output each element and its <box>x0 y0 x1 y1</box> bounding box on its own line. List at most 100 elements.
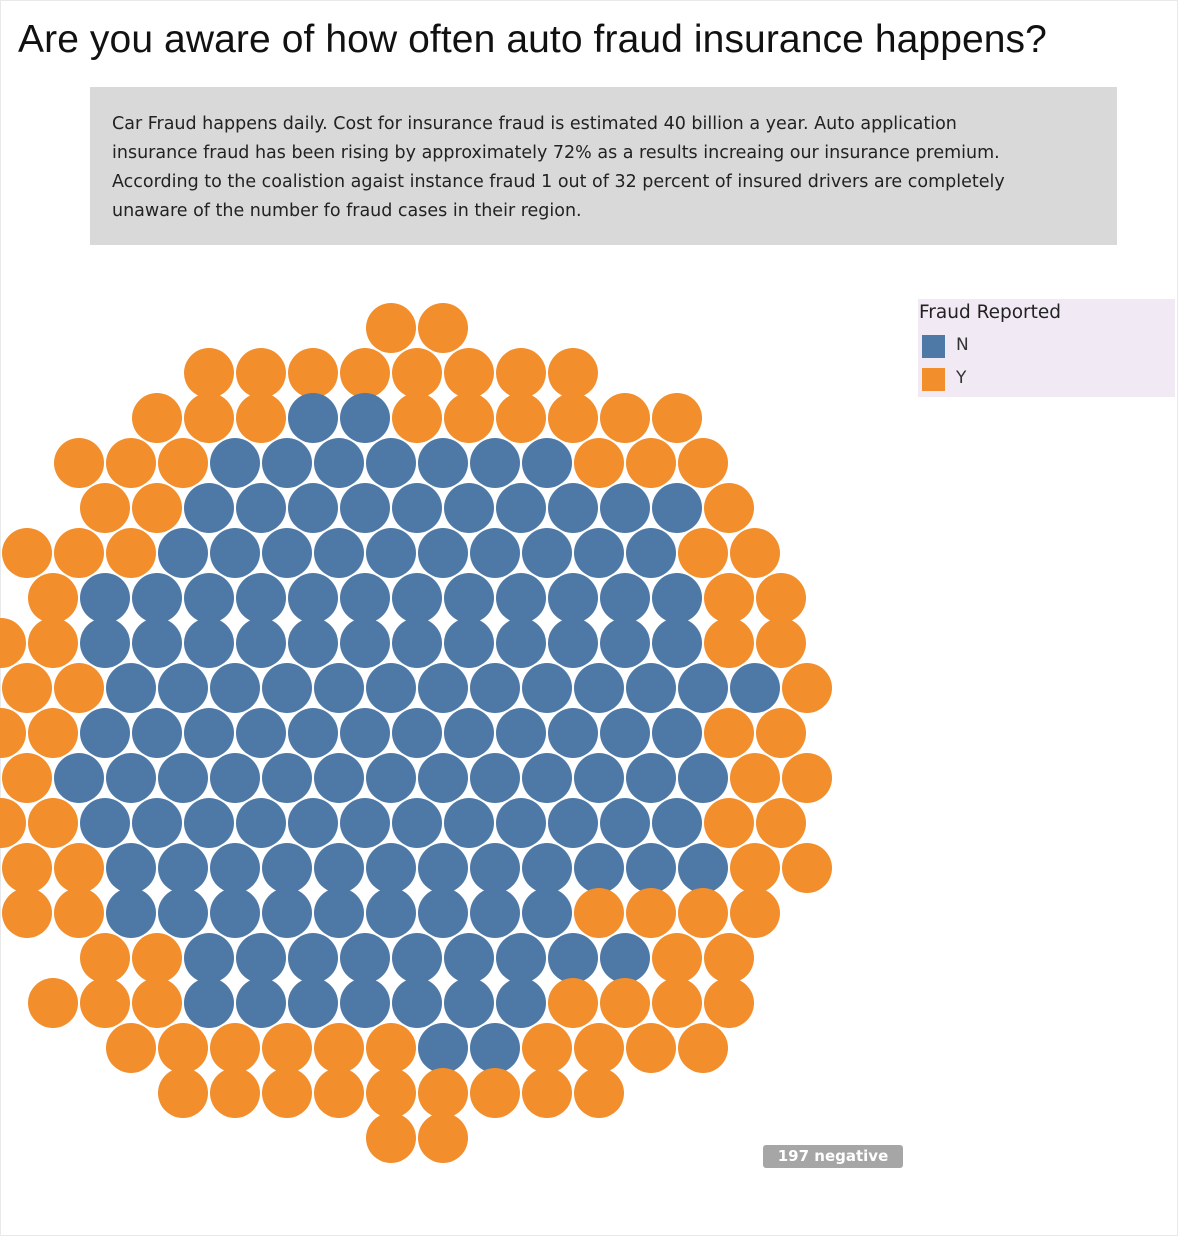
bubble-y[interactable] <box>704 573 754 623</box>
bubble-y[interactable] <box>28 618 78 668</box>
bubble-n[interactable] <box>132 618 182 668</box>
bubble-n[interactable] <box>392 618 442 668</box>
bubble-y[interactable] <box>704 798 754 848</box>
bubble-n[interactable] <box>470 753 520 803</box>
bubble-n[interactable] <box>262 888 312 938</box>
bubble-n[interactable] <box>548 618 598 668</box>
bubble-n[interactable] <box>366 663 416 713</box>
bubble-n[interactable] <box>210 528 260 578</box>
bubble-n[interactable] <box>184 933 234 983</box>
bubble-y[interactable] <box>54 663 104 713</box>
bubble-y[interactable] <box>600 978 650 1028</box>
bubble-n[interactable] <box>522 753 572 803</box>
bubble-y[interactable] <box>418 303 468 353</box>
bubble-y[interactable] <box>28 708 78 758</box>
bubble-y[interactable] <box>340 348 390 398</box>
bubble-y[interactable] <box>756 573 806 623</box>
bubble-n[interactable] <box>600 933 650 983</box>
bubble-y[interactable] <box>574 888 624 938</box>
bubble-y[interactable] <box>366 1068 416 1118</box>
bubble-y[interactable] <box>262 1068 312 1118</box>
bubble-n[interactable] <box>288 573 338 623</box>
bubble-y[interactable] <box>54 528 104 578</box>
bubble-y[interactable] <box>132 933 182 983</box>
bubble-n[interactable] <box>314 438 364 488</box>
bubble-n[interactable] <box>184 618 234 668</box>
bubble-y[interactable] <box>288 348 338 398</box>
bubble-y[interactable] <box>756 798 806 848</box>
bubble-y[interactable] <box>262 1023 312 1073</box>
bubble-n[interactable] <box>340 933 390 983</box>
bubble-y[interactable] <box>626 888 676 938</box>
bubble-n[interactable] <box>496 933 546 983</box>
bubble-n[interactable] <box>158 888 208 938</box>
bubble-y[interactable] <box>314 1023 364 1073</box>
bubble-y[interactable] <box>366 303 416 353</box>
bubble-y[interactable] <box>756 708 806 758</box>
bubble-n[interactable] <box>652 618 702 668</box>
bubble-y[interactable] <box>0 618 26 668</box>
bubble-y[interactable] <box>470 1068 520 1118</box>
bubble-y[interactable] <box>678 438 728 488</box>
bubble-n[interactable] <box>626 843 676 893</box>
bubble-y[interactable] <box>184 348 234 398</box>
bubble-n[interactable] <box>340 978 390 1028</box>
bubble-y[interactable] <box>366 1023 416 1073</box>
bubble-y[interactable] <box>106 1023 156 1073</box>
bubble-n[interactable] <box>236 978 286 1028</box>
bubble-y[interactable] <box>704 483 754 533</box>
bubble-y[interactable] <box>80 978 130 1028</box>
bubble-n[interactable] <box>548 483 598 533</box>
bubble-y[interactable] <box>210 1068 260 1118</box>
bubble-y[interactable] <box>704 618 754 668</box>
bubble-n[interactable] <box>236 798 286 848</box>
bubble-n[interactable] <box>418 663 468 713</box>
bubble-y[interactable] <box>574 1023 624 1073</box>
bubble-y[interactable] <box>496 348 546 398</box>
bubble-y[interactable] <box>730 888 780 938</box>
bubble-y[interactable] <box>158 438 208 488</box>
bubble-n[interactable] <box>184 483 234 533</box>
bubble-n[interactable] <box>418 528 468 578</box>
bubble-n[interactable] <box>262 753 312 803</box>
bubble-y[interactable] <box>652 978 702 1028</box>
bubble-y[interactable] <box>782 843 832 893</box>
bubble-y[interactable] <box>0 798 26 848</box>
bubble-y[interactable] <box>704 933 754 983</box>
bubble-n[interactable] <box>522 843 572 893</box>
bubble-n[interactable] <box>106 843 156 893</box>
bubble-n[interactable] <box>600 573 650 623</box>
bubble-n[interactable] <box>496 573 546 623</box>
bubble-y[interactable] <box>626 1023 676 1073</box>
bubble-n[interactable] <box>184 708 234 758</box>
bubble-n[interactable] <box>470 438 520 488</box>
bubble-n[interactable] <box>106 753 156 803</box>
bubble-n[interactable] <box>470 1023 520 1073</box>
bubble-n[interactable] <box>470 843 520 893</box>
bubble-n[interactable] <box>236 708 286 758</box>
bubble-y[interactable] <box>28 573 78 623</box>
bubble-n[interactable] <box>314 663 364 713</box>
bubble-n[interactable] <box>574 663 624 713</box>
bubble-y[interactable] <box>444 348 494 398</box>
bubble-n[interactable] <box>340 483 390 533</box>
bubble-n[interactable] <box>548 933 598 983</box>
bubble-n[interactable] <box>314 843 364 893</box>
bubble-n[interactable] <box>548 573 598 623</box>
bubble-y[interactable] <box>132 978 182 1028</box>
bubble-n[interactable] <box>288 708 338 758</box>
bubble-y[interactable] <box>2 843 52 893</box>
bubble-n[interactable] <box>652 798 702 848</box>
bubble-y[interactable] <box>392 348 442 398</box>
bubble-n[interactable] <box>496 708 546 758</box>
bubble-n[interactable] <box>184 573 234 623</box>
bubble-n[interactable] <box>288 393 338 443</box>
bubble-y[interactable] <box>392 393 442 443</box>
bubble-n[interactable] <box>236 573 286 623</box>
bubble-n[interactable] <box>574 843 624 893</box>
bubble-y[interactable] <box>522 1023 572 1073</box>
bubble-y[interactable] <box>366 1113 416 1163</box>
bubble-y[interactable] <box>28 978 78 1028</box>
bubble-n[interactable] <box>106 888 156 938</box>
bubble-chart[interactable] <box>0 280 930 1180</box>
